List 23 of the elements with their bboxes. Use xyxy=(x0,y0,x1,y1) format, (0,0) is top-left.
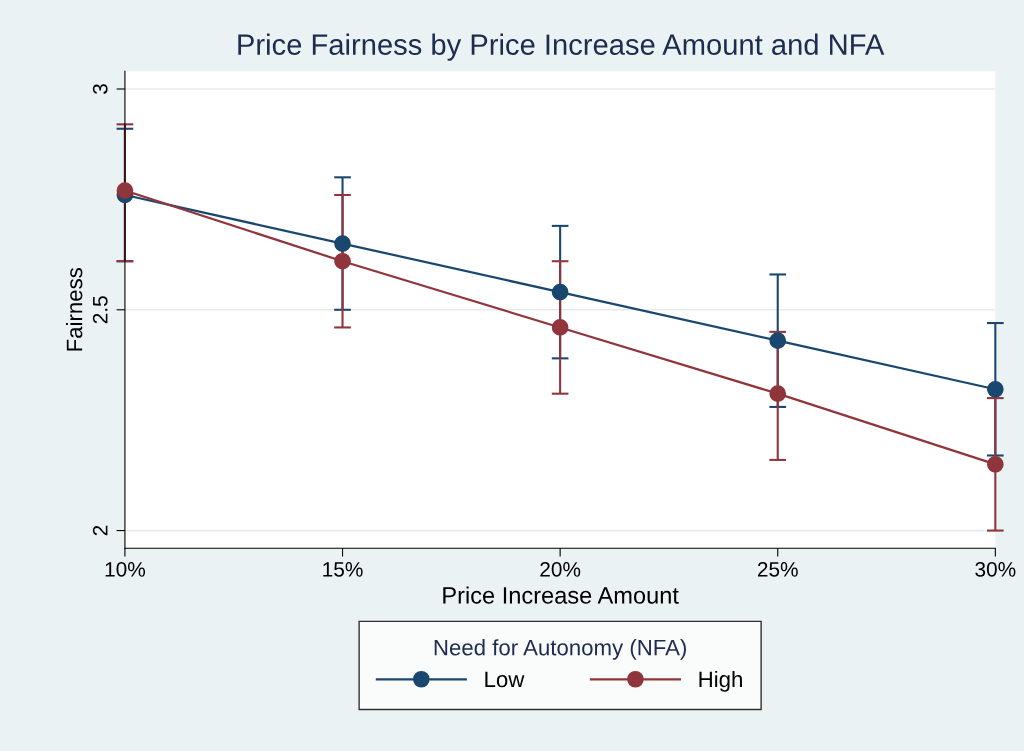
chart-title: Price Fairness by Price Increase Amount and NFA xyxy=(238,33,885,61)
point xyxy=(116,182,134,199)
y-axis-title: Fairness xyxy=(66,267,83,351)
point xyxy=(551,319,569,336)
point xyxy=(769,332,787,350)
point xyxy=(551,283,569,301)
x-tick-label: 15% xyxy=(323,562,363,577)
point xyxy=(769,385,787,403)
x-tick-label: 20% xyxy=(540,561,581,577)
y-tick-label: 3 xyxy=(92,84,108,95)
point xyxy=(334,235,351,252)
legend-label: High xyxy=(699,670,742,692)
x-tick-label: 10% xyxy=(105,561,146,577)
x-tick-label: 25% xyxy=(757,561,798,577)
y-tick-label: 2.5 xyxy=(92,296,108,324)
point xyxy=(986,380,1004,398)
point xyxy=(986,455,1004,473)
point xyxy=(334,252,351,270)
y-tick-label: 2 xyxy=(92,525,108,536)
legend-label: Low xyxy=(485,671,525,688)
x-tick-label: 30% xyxy=(975,561,1016,577)
x-axis-title: Price Increase Amount xyxy=(443,586,679,604)
legend-title: Need for Autonomy (NFA) xyxy=(434,639,686,660)
